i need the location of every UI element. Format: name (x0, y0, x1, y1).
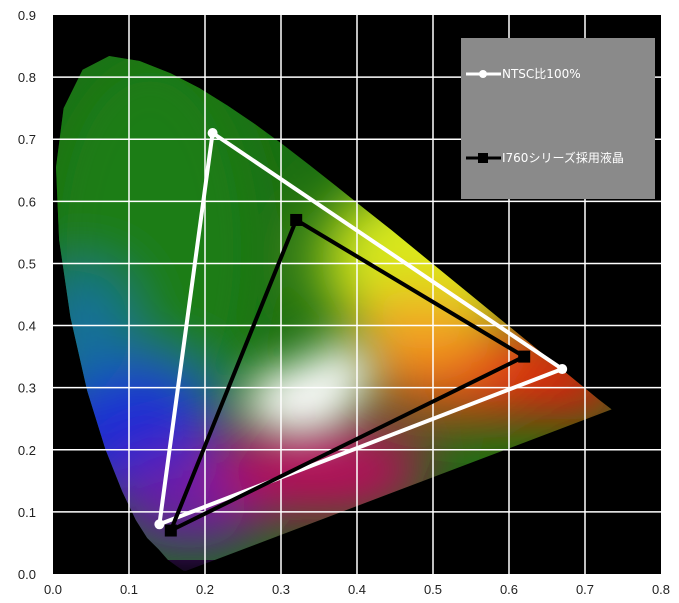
legend-label-i760: I760シリーズ採用液晶 (502, 150, 624, 165)
x-tick-label: 0.8 (652, 582, 670, 597)
legend-swatch-i760-marker (478, 153, 488, 163)
series-ntsc-line (157, 131, 564, 527)
y-tick-label: 0.0 (18, 567, 36, 582)
y-tick-label: 0.7 (18, 132, 36, 147)
series-i760-point (164, 524, 177, 537)
y-tick-label: 0.3 (18, 381, 36, 396)
legend-box (461, 38, 655, 199)
axis-tick-labels: 0.0 0.1 0.2 0.3 0.4 0.5 0.6 0.7 0.8 0.0 0.1 0.2 0.3 0… (18, 8, 670, 597)
y-tick-label: 0.5 (18, 256, 36, 271)
y-tick-label: 0.6 (18, 194, 36, 209)
y-tick-label: 0.2 (18, 443, 36, 458)
series-i760-point (290, 213, 303, 226)
series-i760-point (518, 350, 531, 363)
series-i760-line (168, 218, 526, 533)
x-tick-label: 0.1 (120, 582, 138, 597)
y-tick-label: 0.9 (18, 8, 36, 23)
y-tick-label: 0.1 (18, 505, 36, 520)
x-tick-label: 0.0 (44, 582, 62, 597)
series-ntsc-point (557, 364, 568, 375)
x-tick-label: 0.7 (576, 582, 594, 597)
y-tick-label: 0.4 (18, 319, 36, 334)
y-tick-label: 0.8 (18, 70, 36, 85)
x-tick-label: 0.6 (500, 582, 518, 597)
series-ntsc-point (154, 519, 165, 530)
legend-label-ntsc: NTSC比100% (502, 67, 581, 81)
series-layer (154, 128, 568, 537)
x-tick-label: 0.3 (272, 582, 290, 597)
x-tick-label: 0.4 (348, 582, 366, 597)
series-ntsc-point (207, 128, 218, 139)
legend: NTSC比100% I760シリーズ採用液晶 (461, 38, 655, 199)
x-tick-label: 0.2 (196, 582, 214, 597)
x-tick-label: 0.5 (424, 582, 442, 597)
legend-swatch-ntsc-marker (479, 70, 487, 78)
